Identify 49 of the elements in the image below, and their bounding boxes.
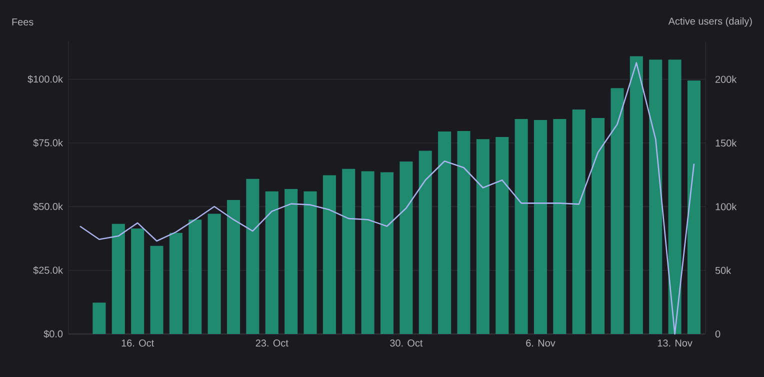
x-tick-label: 23. Oct xyxy=(256,340,288,347)
bar xyxy=(668,60,682,334)
y2-axis-title: Active users (daily) xyxy=(668,17,752,27)
bar xyxy=(342,168,356,334)
y2-tick-label: 100k xyxy=(716,202,737,210)
x-tick-label: 6. Nov xyxy=(526,340,556,347)
bar xyxy=(438,131,452,334)
bar xyxy=(304,191,317,334)
bar xyxy=(457,130,470,334)
x-tick-label: 13. Nov xyxy=(658,340,692,347)
bar xyxy=(610,88,624,334)
y-tick-label: $25.0k xyxy=(33,266,63,274)
bar xyxy=(169,232,182,334)
bar xyxy=(476,139,490,334)
y2-tick-label: 50k xyxy=(715,266,732,274)
bar xyxy=(265,191,278,334)
y2-tick-label: 150k xyxy=(716,139,737,147)
bar xyxy=(92,302,106,334)
bar xyxy=(514,118,528,334)
y2-tick-label: 200k xyxy=(716,76,737,83)
y-axis-title: Fees xyxy=(12,18,34,26)
bar xyxy=(150,246,164,334)
bar xyxy=(630,56,643,334)
bar xyxy=(592,118,605,334)
y-tick-label: $75.0k xyxy=(33,138,63,147)
bar xyxy=(496,137,509,334)
bar xyxy=(572,110,586,334)
bar xyxy=(649,60,662,334)
bar xyxy=(284,189,298,334)
x-tick-label: 16. Oct xyxy=(122,340,154,347)
bar xyxy=(226,200,240,334)
y-tick-label: $100.0k xyxy=(28,75,63,84)
bar xyxy=(534,120,548,334)
y2-tick-label: 0 xyxy=(715,330,720,338)
bar xyxy=(322,175,336,334)
y-tick-label: $50.0k xyxy=(33,202,63,211)
bar xyxy=(188,220,202,334)
bar xyxy=(361,171,374,334)
bar xyxy=(687,80,701,334)
bar xyxy=(208,214,221,334)
bar xyxy=(112,224,125,334)
bar xyxy=(400,162,413,334)
bar xyxy=(418,150,432,334)
bar xyxy=(246,178,260,334)
x-tick-label: 30. Oct xyxy=(390,340,423,347)
bar xyxy=(553,118,566,334)
y-tick-label: $0.0 xyxy=(44,330,63,338)
bar xyxy=(131,228,144,334)
bar xyxy=(380,172,394,334)
